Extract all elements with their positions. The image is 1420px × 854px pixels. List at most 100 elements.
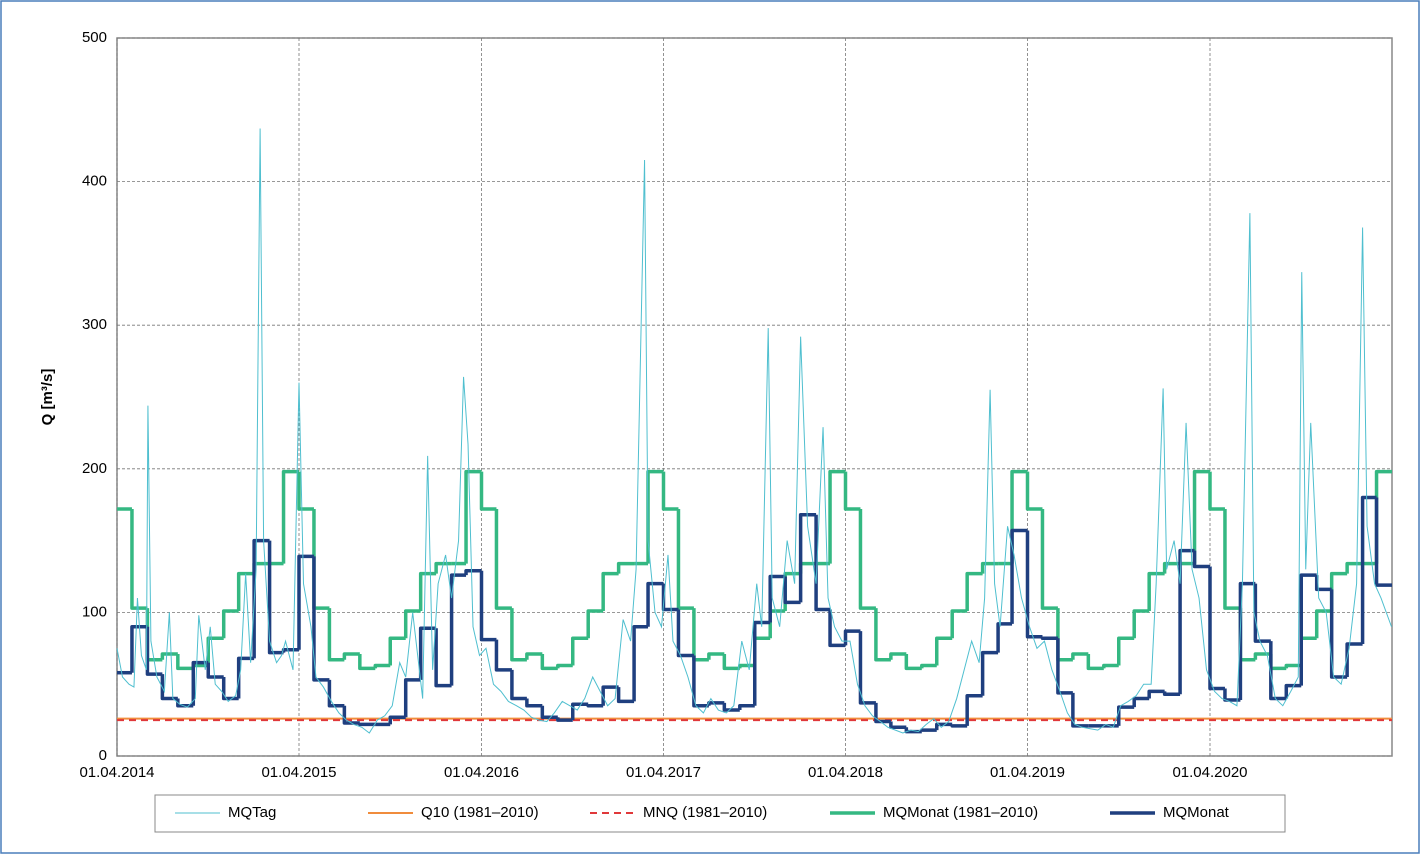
month-step xyxy=(1071,692,1089,728)
month-step xyxy=(920,728,937,732)
month-step xyxy=(176,654,194,671)
month-step xyxy=(752,620,771,706)
month-step xyxy=(1253,652,1271,660)
month-step xyxy=(1117,636,1135,666)
month-step xyxy=(160,652,178,660)
month-step xyxy=(342,652,360,660)
month-step xyxy=(297,471,314,511)
month-step xyxy=(783,576,801,605)
month-step xyxy=(722,654,740,671)
y-tick-label: 400 xyxy=(82,173,107,190)
x-tick-label: 01.04.2015 xyxy=(261,764,336,781)
month-step xyxy=(403,609,421,639)
y-axis-title: Q [m³/s] xyxy=(39,369,56,426)
month-step xyxy=(1329,589,1348,679)
month-step xyxy=(1086,654,1104,671)
month-step xyxy=(373,663,391,669)
month-step xyxy=(418,571,437,611)
month-step xyxy=(738,703,755,711)
month-step xyxy=(130,625,148,673)
month-step xyxy=(388,715,406,725)
month-step xyxy=(145,626,163,676)
month-step xyxy=(1192,469,1210,564)
month-step xyxy=(768,574,786,623)
month-step xyxy=(556,717,573,722)
month-step xyxy=(479,471,497,511)
month-step xyxy=(950,609,968,639)
y-tick-label: 100 xyxy=(82,603,107,620)
month-step xyxy=(494,639,512,672)
month-step xyxy=(464,469,482,564)
month-step xyxy=(1178,548,1195,695)
month-step xyxy=(1374,497,1392,587)
month-step xyxy=(297,554,314,650)
month-step xyxy=(1360,495,1377,644)
y-tick-label: 0 xyxy=(99,747,107,764)
x-tick-label: 01.04.2018 xyxy=(808,764,883,781)
month-step xyxy=(236,571,255,611)
month-step xyxy=(950,724,968,728)
month-step xyxy=(418,626,437,680)
month-step xyxy=(1314,609,1332,639)
month-step xyxy=(312,556,330,682)
month-step xyxy=(798,513,817,603)
month-step xyxy=(1162,561,1181,574)
month-step xyxy=(1056,638,1073,695)
month-step xyxy=(1132,609,1150,639)
month-step xyxy=(965,571,983,611)
month-step xyxy=(980,561,999,574)
month-step xyxy=(1192,550,1210,569)
month-step xyxy=(540,705,558,719)
x-tick-label: 01.04.2017 xyxy=(626,764,701,781)
month-step xyxy=(616,687,635,704)
month-step xyxy=(1025,471,1043,511)
month-step xyxy=(342,705,360,725)
legend-label: MQMonat xyxy=(1163,804,1230,821)
month-step xyxy=(722,702,740,712)
month-step xyxy=(1314,575,1332,592)
month-step xyxy=(1223,509,1241,610)
month-step xyxy=(221,609,239,639)
month-step xyxy=(874,608,891,662)
month-step xyxy=(130,509,148,610)
month-step xyxy=(996,622,1013,653)
month-step xyxy=(206,636,224,666)
month-step xyxy=(858,509,876,610)
month-step xyxy=(601,685,619,706)
month-step xyxy=(449,573,467,686)
legend-label: MQTag xyxy=(228,804,276,821)
month-step xyxy=(1117,705,1135,726)
month-step xyxy=(889,652,907,660)
x-tick-label: 01.04.2014 xyxy=(79,764,154,781)
month-step xyxy=(965,693,983,726)
month-step xyxy=(267,540,284,655)
month-step xyxy=(904,654,922,671)
month-step xyxy=(1040,636,1058,640)
month-step xyxy=(586,703,604,708)
month-step xyxy=(1010,528,1028,624)
month-step xyxy=(1284,663,1302,669)
month-step xyxy=(1025,530,1043,639)
month-step xyxy=(692,655,709,708)
month-step xyxy=(1071,652,1089,660)
month-step xyxy=(814,514,831,612)
month-step xyxy=(632,625,649,702)
legend-label: MNQ (1981–2010) xyxy=(643,804,767,821)
month-step xyxy=(1269,641,1287,701)
month-step xyxy=(1238,581,1256,700)
x-tick-label: 01.04.2016 xyxy=(444,764,519,781)
month-step xyxy=(646,581,664,627)
legend xyxy=(154,794,1286,833)
month-step xyxy=(570,636,589,666)
month-step xyxy=(327,679,345,708)
daily-line xyxy=(116,128,1392,734)
month-step xyxy=(236,656,255,699)
month-step xyxy=(252,538,270,659)
month-step xyxy=(191,660,209,706)
x-tick-label: 01.04.2020 xyxy=(1172,764,1247,781)
month-step xyxy=(510,608,527,662)
month-step xyxy=(843,471,861,511)
y-tick-label: 200 xyxy=(82,460,107,477)
